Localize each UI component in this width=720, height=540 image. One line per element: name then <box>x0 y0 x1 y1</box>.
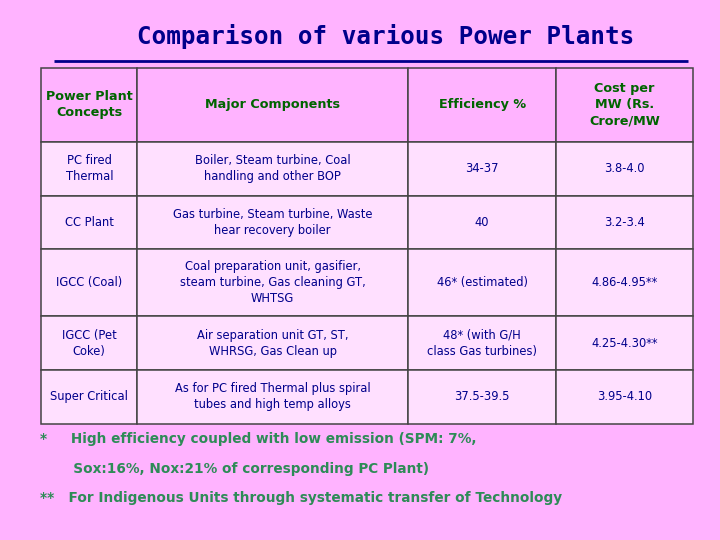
Bar <box>408 316 557 370</box>
Bar <box>408 141 557 195</box>
Text: 37.5-39.5: 37.5-39.5 <box>454 390 510 403</box>
Text: 3.8-4.0: 3.8-4.0 <box>604 162 645 175</box>
Bar <box>138 249 408 316</box>
Bar <box>41 68 138 141</box>
Text: 48* (with G/H
class Gas turbines): 48* (with G/H class Gas turbines) <box>427 329 537 357</box>
Text: CC Plant: CC Plant <box>65 216 114 229</box>
Text: Air separation unit GT, ST,
WHRSG, Gas Clean up: Air separation unit GT, ST, WHRSG, Gas C… <box>197 329 348 357</box>
Bar <box>557 68 693 141</box>
Bar <box>557 141 693 195</box>
Text: Efficiency %: Efficiency % <box>438 98 526 111</box>
Text: PC fired
Thermal: PC fired Thermal <box>66 154 113 183</box>
Text: As for PC fired Thermal plus spiral
tubes and high temp alloys: As for PC fired Thermal plus spiral tube… <box>175 382 371 411</box>
Text: *     High efficiency coupled with low emission (SPM: 7%,: * High efficiency coupled with low emiss… <box>40 432 476 446</box>
Text: 34-37: 34-37 <box>465 162 499 175</box>
Text: Sox:16%, Nox:21% of corresponding PC Plant): Sox:16%, Nox:21% of corresponding PC Pla… <box>40 462 428 476</box>
Text: IGCC (Pet
Coke): IGCC (Pet Coke) <box>62 329 117 357</box>
Text: **   For Indigenous Units through systematic transfer of Technology: ** For Indigenous Units through systemat… <box>40 491 562 505</box>
Text: Gas turbine, Steam turbine, Waste
hear recovery boiler: Gas turbine, Steam turbine, Waste hear r… <box>173 208 372 237</box>
Text: 3.2-3.4: 3.2-3.4 <box>604 216 645 229</box>
Text: Cost per
MW (Rs.
Crore/MW: Cost per MW (Rs. Crore/MW <box>589 82 660 127</box>
Bar <box>557 316 693 370</box>
Bar <box>138 370 408 424</box>
Bar <box>138 195 408 249</box>
Bar <box>408 195 557 249</box>
Text: 46* (estimated): 46* (estimated) <box>436 276 528 289</box>
Text: 3.95-4.10: 3.95-4.10 <box>597 390 652 403</box>
Text: Power Plant
Concepts: Power Plant Concepts <box>46 90 132 119</box>
Bar <box>41 370 138 424</box>
Bar <box>408 370 557 424</box>
Bar <box>138 316 408 370</box>
Bar <box>138 68 408 141</box>
Bar <box>138 141 408 195</box>
Bar <box>41 195 138 249</box>
Text: 4.25-4.30**: 4.25-4.30** <box>591 336 658 350</box>
Text: IGCC (Coal): IGCC (Coal) <box>56 276 122 289</box>
Text: Major Components: Major Components <box>205 98 340 111</box>
Bar <box>557 370 693 424</box>
Text: 4.86-4.95**: 4.86-4.95** <box>591 276 657 289</box>
Text: Coal preparation unit, gasifier,
steam turbine, Gas cleaning GT,
WHTSG: Coal preparation unit, gasifier, steam t… <box>180 260 366 305</box>
Text: Boiler, Steam turbine, Coal
handling and other BOP: Boiler, Steam turbine, Coal handling and… <box>195 154 351 183</box>
Bar <box>408 249 557 316</box>
Bar <box>557 195 693 249</box>
Bar <box>408 68 557 141</box>
Text: 40: 40 <box>475 216 490 229</box>
Text: Comparison of various Power Plants: Comparison of various Power Plants <box>137 24 634 49</box>
Bar <box>41 141 138 195</box>
Bar <box>557 249 693 316</box>
Bar <box>41 249 138 316</box>
Bar <box>41 316 138 370</box>
Text: Super Critical: Super Critical <box>50 390 128 403</box>
